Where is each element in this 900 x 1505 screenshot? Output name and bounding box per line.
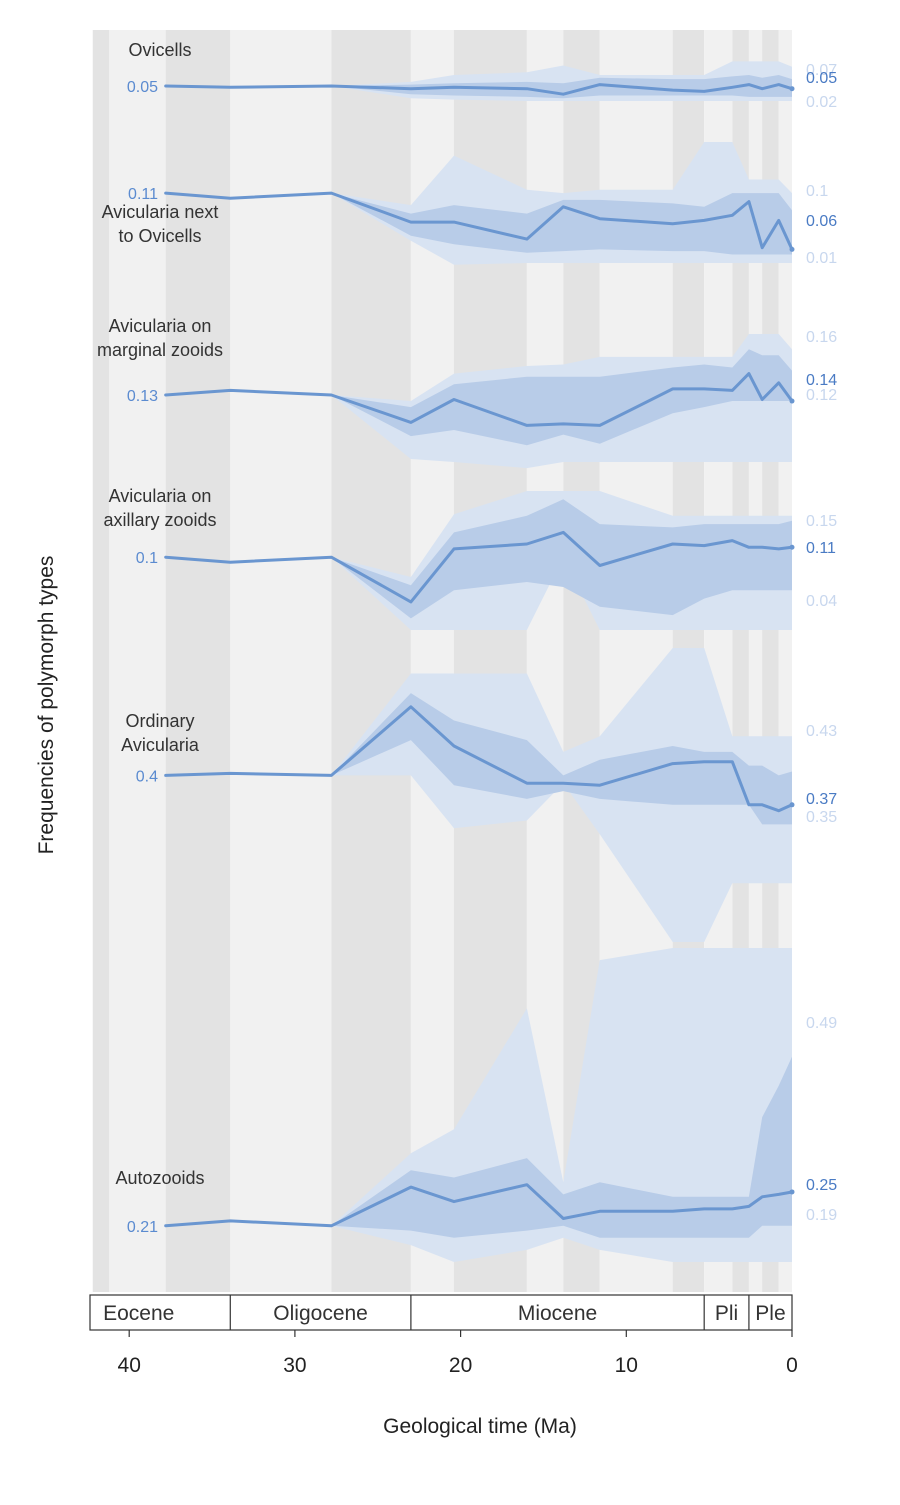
series-name-5: Autozooids [115,1168,204,1188]
background-band-4 [331,30,411,1292]
series-name-line: Avicularia next [102,202,219,222]
series-name-line: to Ovicells [118,226,201,246]
end-point-series-5 [789,1189,795,1195]
start-value-label-4: 0.4 [136,768,158,785]
epoch-label-1: Oligocene [273,1302,368,1325]
epoch-label-2: Miocene [518,1302,597,1325]
start-value-label-0: 0.05 [127,79,158,96]
x-tick-label-2: 20 [449,1354,472,1377]
y-axis-title: Frequencies of polymorph types [35,556,58,855]
series-name-line: Ordinary [125,711,194,731]
end-point-series-0 [789,86,795,92]
end-point-series-1 [789,246,795,252]
series-name-line: Avicularia on [109,486,212,506]
end-point-series-2 [789,398,795,404]
inner-band-series-5 [165,1056,792,1238]
series-name-1: Avicularia next to Ovicells [102,202,219,246]
background-band-3 [230,30,332,1292]
inner-band-series-3 [165,499,792,619]
background-band-2 [165,30,231,1292]
series-name-line: Avicularia [121,735,200,755]
series-name-2: Avicularia on marginal zooids [97,316,223,360]
end-point-series-4 [789,802,795,808]
series-name-line: axillary zooids [103,510,216,530]
lower-bound-label-2: 0.12 [806,387,837,404]
series-name-line: Ovicells [128,40,191,60]
mean-line-series-3 [164,530,794,604]
mean-line-series-2 [164,372,794,427]
end-value-label-5: 0.25 [806,1177,837,1194]
start-value-label-1: 0.11 [128,186,158,203]
x-tick-label-4: 0 [786,1354,798,1377]
mean-line-series-4 [164,705,794,813]
upper-bound-label-1: 0.1 [806,183,828,200]
end-value-label-1: 0.06 [806,213,837,230]
epoch-bar: Eocene Oligocene Miocene Pli Ple [89,1294,793,1331]
inner-band-series-1 [165,193,792,255]
lower-bound-label-4: 0.35 [806,809,837,826]
lower-bound-label-3: 0.04 [806,593,837,610]
start-value-label-2: 0.13 [127,388,158,405]
x-tick-label-3: 10 [615,1354,638,1377]
x-tick-label-1: 30 [283,1354,306,1377]
outer-band-series-5 [165,948,792,1262]
lower-bound-label-0: 0.02 [806,94,837,111]
x-tick-label-0: 40 [118,1354,141,1377]
mean-line-series-0 [164,83,794,96]
lower-bound-label-1: 0.01 [806,250,837,267]
upper-bound-label-0: 0.07 [806,62,837,79]
epoch-bar-frame [89,1294,793,1331]
upper-bound-label-3: 0.15 [806,513,837,530]
series-name-4: Ordinary Avicularia [121,711,200,755]
end-value-label-0: 0.05 [806,70,837,87]
start-value-label-3: 0.1 [136,550,158,567]
end-point-series-3 [789,544,795,550]
mean-lines [164,83,795,1228]
start-value-label-5: 0.21 [127,1219,158,1236]
series-name-line: Avicularia on [109,316,212,336]
lower-bound-label-5: 0.19 [806,1207,837,1224]
background-band-1 [109,30,166,1292]
end-value-label-4: 0.37 [806,791,837,808]
x-axis-title: Geological time (Ma) [383,1415,577,1438]
epoch-label-0: Eocene [103,1302,174,1325]
x-axis: 40 30 20 10 0 [118,1330,798,1377]
series-name-0: Ovicells [128,40,191,60]
mean-line-series-5 [164,1183,794,1228]
inner-band-series-2 [165,349,792,446]
series-name-line: Autozooids [115,1168,204,1188]
series-name-line: marginal zooids [97,340,223,360]
mean-line-series-1 [164,191,794,251]
upper-bound-label-2: 0.16 [806,329,837,346]
end-value-label-2: 0.14 [806,372,837,389]
upper-bound-label-5: 0.49 [806,1015,837,1032]
outer-band-series-4 [165,648,792,942]
background-band-0 [92,30,110,1292]
end-value-label-3: 0.11 [806,540,836,557]
upper-bound-label-4: 0.43 [806,723,837,740]
series-name-3: Avicularia on axillary zooids [103,486,216,530]
epoch-label-4: Ple [755,1302,785,1325]
epoch-label-3: Pli [715,1302,738,1325]
